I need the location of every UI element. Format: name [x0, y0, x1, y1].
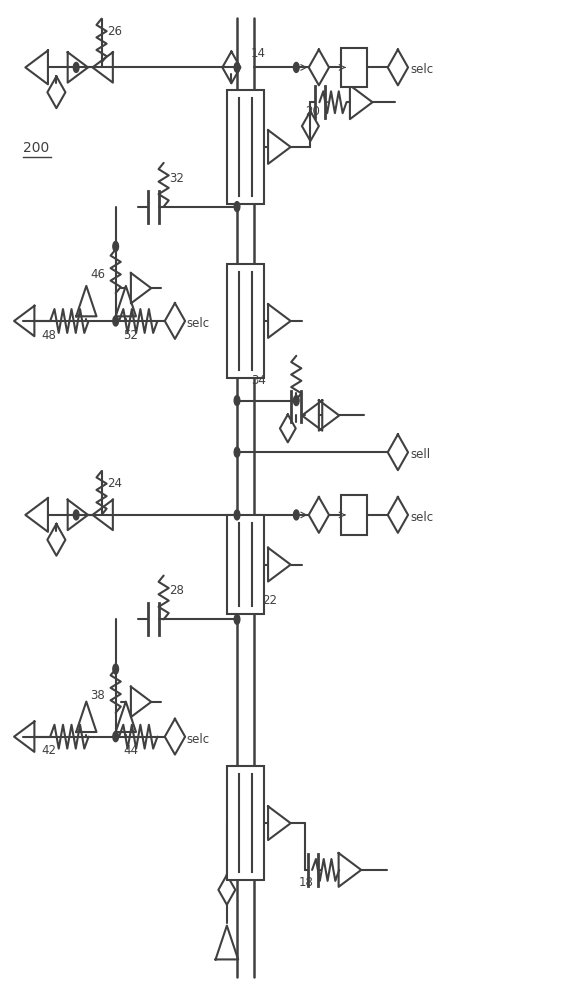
- Text: selc: selc: [187, 317, 210, 330]
- Circle shape: [234, 202, 240, 212]
- Bar: [227, 766, 264, 880]
- Circle shape: [74, 510, 79, 520]
- Circle shape: [234, 396, 240, 406]
- Circle shape: [234, 447, 240, 457]
- Circle shape: [234, 62, 240, 72]
- Bar: [227, 264, 264, 378]
- Text: 44: 44: [123, 744, 138, 757]
- Text: 48: 48: [41, 329, 56, 342]
- Circle shape: [113, 241, 119, 251]
- Text: 16: 16: [240, 594, 255, 607]
- Text: 18: 18: [299, 876, 314, 889]
- Text: 20: 20: [305, 105, 320, 118]
- Circle shape: [113, 732, 119, 742]
- Text: selc: selc: [410, 511, 433, 524]
- Text: 42: 42: [41, 744, 56, 757]
- Circle shape: [234, 614, 240, 624]
- Text: 22: 22: [262, 594, 278, 607]
- Circle shape: [294, 396, 299, 406]
- Text: selc: selc: [187, 733, 210, 746]
- Text: 14: 14: [251, 47, 266, 60]
- Text: sell: sell: [410, 448, 430, 461]
- Text: 52: 52: [123, 329, 138, 342]
- Circle shape: [234, 510, 240, 520]
- Text: 200: 200: [23, 141, 49, 155]
- Bar: [227, 90, 264, 204]
- Bar: [227, 515, 264, 614]
- Circle shape: [113, 664, 119, 674]
- Text: 24: 24: [107, 477, 122, 490]
- Circle shape: [74, 62, 79, 72]
- Circle shape: [294, 510, 299, 520]
- Text: selc: selc: [410, 63, 433, 76]
- Circle shape: [294, 62, 299, 72]
- Text: 26: 26: [107, 25, 122, 38]
- Text: 34: 34: [251, 374, 266, 387]
- Text: 38: 38: [90, 689, 105, 702]
- Text: 28: 28: [169, 584, 184, 597]
- Text: 46: 46: [90, 268, 105, 281]
- Text: 32: 32: [169, 172, 184, 185]
- Circle shape: [113, 316, 119, 326]
- Bar: [341, 495, 367, 535]
- Bar: [341, 48, 367, 87]
